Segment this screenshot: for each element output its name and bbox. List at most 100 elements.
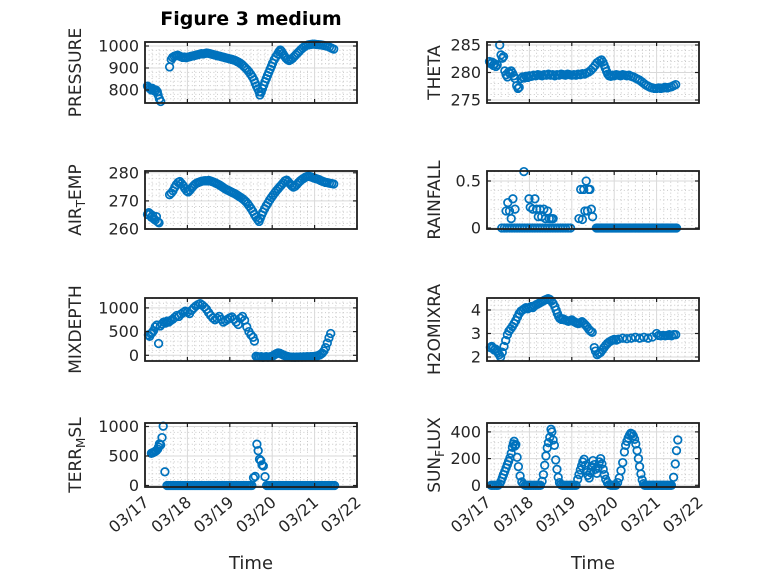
y-tick-label: 260 [108, 220, 139, 239]
data-point [575, 465, 585, 475]
data-point [614, 473, 624, 483]
x-tick-label: 03/19 [190, 493, 238, 537]
axes-border [486, 422, 700, 488]
y-tick-label: 2 [471, 348, 481, 367]
subplot-mixdepth: 0 500 1000 MIXDEPTH [66, 285, 358, 374]
data-points [484, 40, 681, 94]
data-point [512, 452, 522, 462]
x-tick-label: 03/22 [659, 493, 707, 537]
y-tick-label: 0 [129, 476, 139, 495]
data-point [574, 469, 584, 480]
data-point [511, 439, 521, 450]
data-point [249, 336, 260, 346]
y-tick-label: 200 [450, 449, 481, 468]
data-point [671, 330, 681, 340]
data-point [584, 473, 594, 483]
data-point [499, 341, 509, 352]
data-point [548, 213, 558, 224]
data-point [497, 347, 507, 357]
data-point [580, 460, 591, 470]
tick-marks [144, 42, 358, 103]
y-tick-label: 1000 [98, 417, 139, 436]
data-point [257, 460, 267, 470]
y-axis-label-rainfall: RAINFALL [425, 160, 445, 240]
x-tick-label: 03/18 [489, 493, 537, 537]
x-tick-label: 03/17 [105, 493, 153, 537]
subplot-air_temp: 260 270 280 AIRTEMP [66, 163, 358, 239]
data-point [513, 461, 524, 472]
data-point [579, 184, 589, 195]
y-tick-label: 0.5 [456, 172, 481, 191]
data-point [153, 217, 163, 227]
data-point [671, 79, 681, 90]
x-axis-label-left: Time [228, 553, 274, 574]
tick-marks [486, 171, 700, 229]
y-tick-label: 0 [129, 346, 139, 365]
data-point [252, 439, 262, 449]
data-point [524, 194, 534, 204]
y-axis-label-theta: THETA [425, 45, 445, 101]
data-point [208, 313, 218, 323]
data-point [597, 459, 607, 469]
data-point [565, 223, 576, 233]
tick-marks [486, 298, 700, 361]
data-point [613, 334, 624, 344]
data-point [154, 218, 164, 228]
data-point [506, 213, 516, 224]
data-point [508, 194, 518, 204]
y-axis-label-h2omixra: H2OMIXRA [425, 284, 445, 375]
data-point [164, 62, 175, 72]
subplot-pressure: 800 900 1000 PRESSURE [66, 28, 358, 117]
data-point [579, 454, 589, 464]
data-point [636, 469, 646, 479]
x-tick-label: 03/22 [317, 493, 365, 537]
data-point [630, 332, 641, 342]
data-point [618, 457, 628, 468]
y-axis-label-pressure: PRESSURE [66, 28, 86, 117]
data-point [256, 456, 266, 466]
data-point [513, 83, 523, 94]
data-point [595, 453, 606, 464]
data-point [329, 44, 339, 54]
y-tick-label: 1000 [98, 298, 139, 317]
data-point [622, 334, 632, 344]
y-tick-label: 500 [108, 322, 139, 341]
data-point [587, 212, 598, 222]
x-tick-label: 03/20 [574, 493, 622, 537]
data-point [634, 333, 645, 343]
x-axis-label-right: Time [570, 553, 616, 574]
x-tick-label: 03/18 [147, 493, 195, 537]
data-point [492, 60, 502, 70]
y-tick-label: 0 [471, 219, 481, 238]
data-point [501, 335, 511, 346]
data-point [497, 53, 507, 63]
data-point [673, 435, 683, 445]
axes-border [144, 41, 358, 104]
subplot-rainfall: 0 0.5 RAINFALL [425, 160, 700, 240]
data-point [329, 179, 339, 189]
data-point [549, 440, 560, 450]
y-tick-label: 1000 [98, 37, 139, 56]
axes-border [144, 297, 358, 362]
data-point [581, 176, 591, 186]
data-point [157, 432, 167, 443]
data-point [160, 467, 170, 477]
y-axis-label-mixdepth: MIXDEPTH [66, 285, 86, 374]
data-point [639, 332, 649, 342]
axes-border [486, 170, 700, 230]
data-points [142, 171, 339, 228]
data-point [248, 473, 259, 483]
y-axis-label-terr_msl: TERRMSL [66, 417, 88, 494]
data-point [501, 206, 511, 216]
data-point [491, 61, 501, 72]
data-point [598, 464, 608, 474]
data-point [671, 445, 682, 456]
data-point [670, 459, 680, 469]
data-points [497, 166, 682, 233]
data-point [551, 455, 561, 465]
data-point [643, 333, 653, 343]
tick-marks [144, 171, 358, 230]
axes-border [486, 297, 700, 362]
